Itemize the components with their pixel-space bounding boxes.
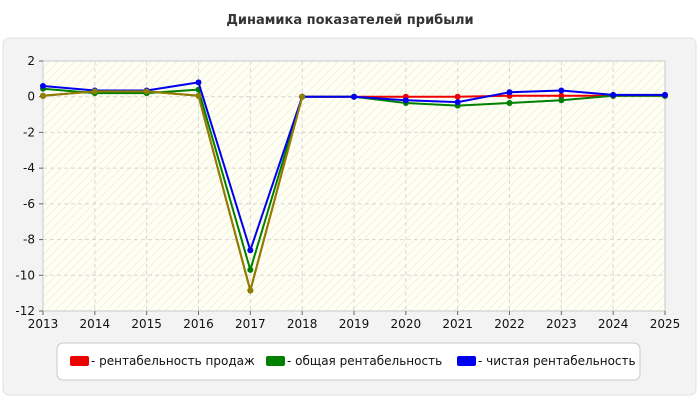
chart-title: Динамика показателей прибыли bbox=[226, 13, 473, 28]
legend-swatch bbox=[457, 356, 476, 366]
y-tick-label: -10 bbox=[15, 268, 35, 282]
x-tick-label: 2016 bbox=[183, 317, 214, 331]
data-point[interactable] bbox=[454, 93, 461, 100]
data-point[interactable] bbox=[506, 99, 513, 106]
legend-swatch bbox=[266, 356, 285, 366]
overlap-line bbox=[42, 90, 304, 292]
legend-label: - чистая рентабельность bbox=[478, 354, 636, 368]
overlap-point bbox=[143, 88, 150, 95]
y-axis: 2 0 -2 -4 -6 -8 -10 -12 bbox=[15, 54, 43, 318]
series-overlap bbox=[40, 88, 306, 294]
data-point[interactable] bbox=[247, 266, 254, 273]
y-tick-label: -8 bbox=[23, 233, 35, 247]
x-tick-label: 2018 bbox=[287, 317, 318, 331]
y-tick-label: -12 bbox=[15, 304, 35, 318]
data-point[interactable] bbox=[402, 97, 409, 104]
x-tick-label: 2022 bbox=[494, 317, 525, 331]
legend-box bbox=[56, 342, 641, 381]
x-tick-label: 2020 bbox=[391, 317, 422, 331]
legend-swatch bbox=[70, 356, 89, 366]
x-tick-label: 2014 bbox=[80, 317, 111, 331]
x-tick-label: 2023 bbox=[546, 317, 577, 331]
x-axis: 2013 2014 2015 2016 2017 2018 2019 2020 2021 2022… bbox=[28, 311, 681, 331]
y-tick-label: -2 bbox=[23, 125, 35, 139]
overlap-point bbox=[247, 287, 254, 294]
legend-label: - рентабельность продаж bbox=[91, 354, 255, 368]
data-point[interactable] bbox=[506, 89, 513, 96]
x-tick-label: 2017 bbox=[235, 317, 266, 331]
data-point[interactable] bbox=[558, 87, 565, 94]
y-tick-label: -6 bbox=[23, 197, 35, 211]
data-point[interactable] bbox=[662, 91, 668, 98]
x-tick-label: 2025 bbox=[650, 317, 681, 331]
data-point[interactable] bbox=[351, 93, 357, 100]
y-tick-label: 2 bbox=[27, 54, 35, 68]
data-point[interactable] bbox=[558, 92, 565, 99]
x-tick-label: 2015 bbox=[131, 317, 162, 331]
data-point[interactable] bbox=[454, 99, 461, 106]
data-point[interactable] bbox=[40, 83, 46, 89]
x-tick-label: 2021 bbox=[442, 317, 473, 331]
legend-item-1[interactable]: - рентабельность продаж bbox=[70, 354, 255, 368]
legend-item-2[interactable]: - общая рентабельность bbox=[266, 354, 442, 368]
overlap-point bbox=[195, 92, 202, 99]
legend: - рентабельность продаж - общая рентабель… bbox=[70, 354, 636, 368]
series-group bbox=[40, 79, 668, 294]
data-point[interactable] bbox=[195, 79, 202, 86]
overlap-point bbox=[299, 93, 306, 100]
x-tick-label: 2019 bbox=[339, 317, 370, 331]
overlap-point bbox=[91, 88, 98, 95]
data-point[interactable] bbox=[610, 91, 617, 98]
data-point[interactable] bbox=[247, 247, 254, 254]
y-tick-label: -4 bbox=[23, 161, 35, 175]
legend-item-3[interactable]: - чистая рентабельность bbox=[457, 354, 636, 368]
x-tick-label: 2024 bbox=[598, 317, 629, 331]
x-tick-label: 2013 bbox=[28, 317, 59, 331]
legend-label: - общая рентабельность bbox=[287, 354, 442, 368]
data-point[interactable] bbox=[558, 97, 565, 104]
y-tick-label: 0 bbox=[27, 90, 35, 104]
overlap-point bbox=[40, 92, 46, 99]
